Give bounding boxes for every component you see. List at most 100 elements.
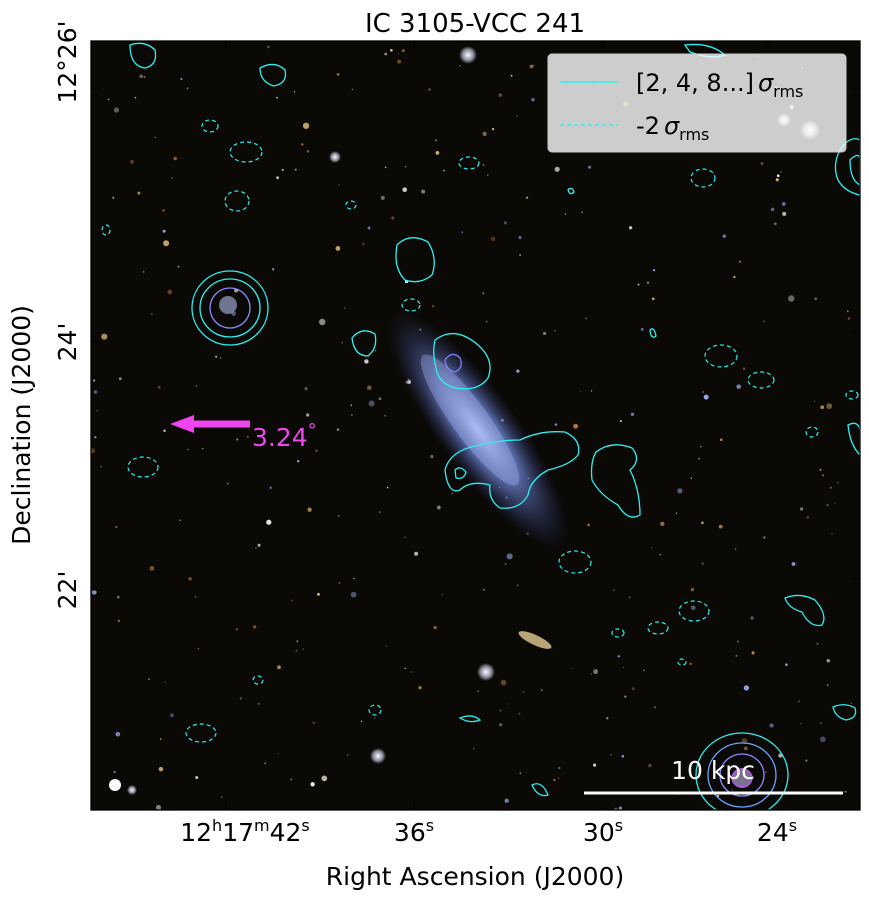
background-star — [523, 691, 525, 693]
background-star — [296, 640, 299, 643]
background-star — [510, 74, 513, 77]
background-star — [437, 505, 441, 510]
background-star — [167, 289, 173, 295]
background-star — [276, 96, 278, 99]
background-star — [118, 377, 122, 381]
background-star — [719, 438, 723, 441]
background-star — [652, 268, 656, 272]
background-star — [335, 246, 341, 251]
background-star — [312, 721, 316, 725]
background-star — [741, 738, 748, 744]
background-star — [459, 65, 461, 67]
pa-label: 3.24° — [252, 420, 317, 452]
background-star — [791, 562, 796, 566]
legend-box — [547, 53, 847, 153]
background-star — [637, 283, 640, 286]
background-star — [780, 170, 783, 173]
bright-star — [477, 663, 495, 681]
background-star — [101, 333, 108, 340]
background-star — [142, 271, 145, 273]
background-star — [587, 523, 590, 527]
background-star — [435, 139, 437, 142]
background-star — [360, 720, 363, 723]
background-star — [180, 77, 183, 81]
background-star — [341, 342, 343, 344]
background-star — [837, 481, 839, 484]
background-star — [116, 595, 120, 599]
background-star — [221, 796, 223, 798]
background-star — [518, 235, 522, 240]
background-star — [734, 548, 737, 550]
background-star — [404, 536, 406, 538]
ytick-label-2: 22' — [53, 571, 82, 610]
background-star — [306, 150, 310, 153]
background-star — [94, 436, 97, 439]
background-star — [826, 403, 833, 410]
y-axis-label: Declination (J2000) — [7, 305, 36, 545]
plot-frame — [90, 40, 861, 811]
background-star — [338, 581, 341, 584]
background-star — [219, 357, 222, 359]
background-star — [778, 753, 783, 758]
background-star — [763, 536, 766, 539]
background-star — [553, 778, 556, 781]
background-star — [350, 591, 357, 598]
background-star — [163, 429, 166, 433]
background-star — [500, 679, 507, 686]
background-star — [847, 317, 851, 320]
background-star — [362, 243, 365, 246]
background-star — [593, 763, 597, 767]
background-star — [785, 663, 788, 667]
background-star — [763, 320, 765, 323]
background-star — [162, 209, 165, 212]
background-star — [151, 313, 153, 315]
background-star — [827, 684, 829, 686]
background-star — [619, 420, 622, 423]
background-star — [366, 385, 372, 391]
background-star — [117, 619, 121, 623]
background-star — [743, 685, 750, 691]
galaxy-core — [420, 354, 520, 486]
background-star — [315, 449, 318, 452]
background-star — [414, 551, 419, 556]
background-star — [628, 226, 633, 230]
background-star — [485, 320, 488, 323]
background-star — [134, 96, 137, 99]
background-star — [96, 409, 98, 412]
background-star — [186, 87, 189, 90]
beam-marker — [109, 779, 121, 791]
background-star — [628, 596, 631, 599]
background-star — [397, 59, 402, 64]
background-star — [760, 162, 764, 165]
background-star — [499, 723, 503, 727]
pa-arrow — [170, 415, 250, 433]
background-star — [564, 213, 567, 215]
background-star — [690, 587, 695, 592]
background-star — [430, 454, 434, 459]
background-star — [701, 562, 705, 565]
background-star — [498, 93, 502, 97]
background-star — [113, 107, 120, 113]
background-star — [149, 565, 155, 571]
background-star — [646, 281, 650, 284]
background-star — [482, 164, 485, 166]
background-star — [481, 292, 485, 295]
background-star — [736, 384, 741, 389]
background-star — [518, 712, 521, 715]
background-star — [617, 655, 620, 658]
background-star — [296, 459, 300, 463]
background-star — [571, 668, 573, 670]
background-star — [738, 260, 742, 263]
background-star — [775, 178, 779, 182]
background-star — [171, 177, 173, 179]
background-star — [318, 318, 326, 326]
background-star — [257, 702, 261, 706]
scale-bar-label: 10 kpc — [671, 756, 755, 785]
background-star — [585, 317, 587, 320]
background-star — [310, 782, 315, 787]
background-star — [503, 221, 507, 225]
background-star — [177, 265, 180, 268]
background-star — [731, 789, 733, 791]
background-star — [698, 457, 700, 460]
background-star — [433, 625, 437, 630]
